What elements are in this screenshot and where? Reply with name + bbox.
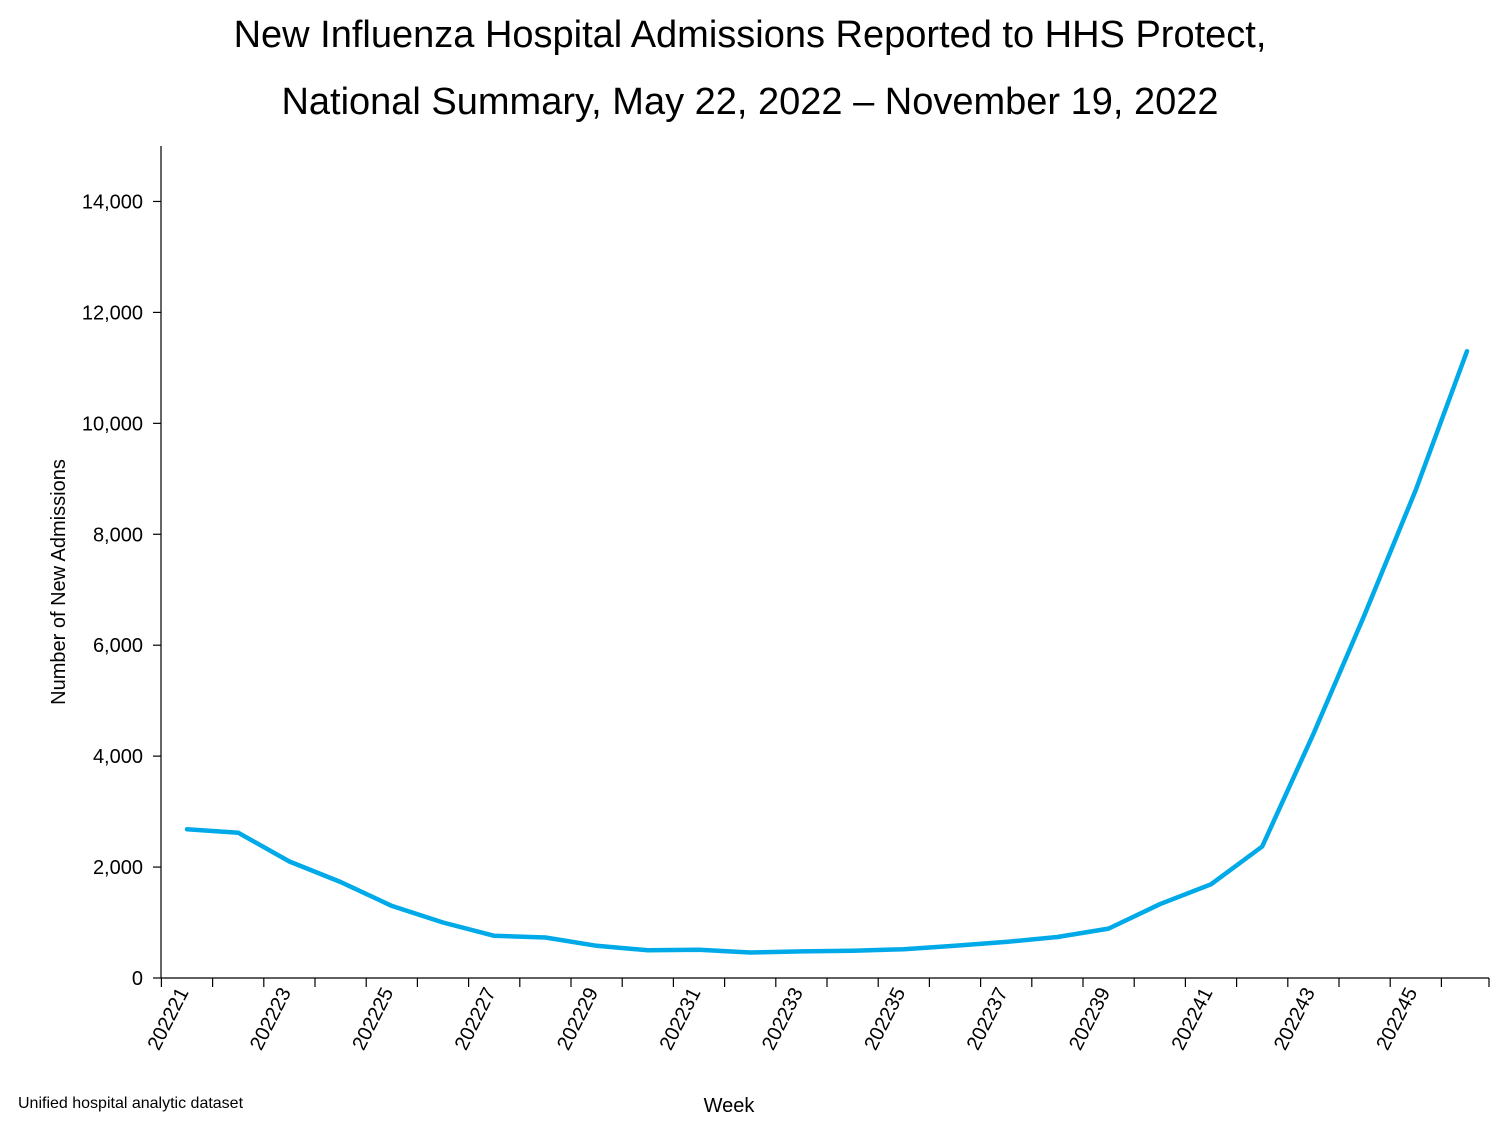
y-tick-label: 8,000: [93, 524, 143, 546]
x-tick-label: 202227: [451, 984, 501, 1053]
x-tick-label: 202241: [1168, 984, 1218, 1053]
y-tick-label: 14,000: [82, 191, 143, 213]
y-tick-label: 2,000: [93, 857, 143, 879]
x-tick-label: 202225: [348, 984, 398, 1053]
x-axis-title: Week: [704, 1095, 756, 1117]
x-tick-label: 202221: [144, 984, 194, 1053]
chart-title-line-1: New Influenza Hospital Admissions Report…: [233, 14, 1267, 56]
x-tick-label: 202235: [860, 984, 910, 1053]
y-tick-label: 6,000: [93, 635, 143, 657]
x-tick-label: 202243: [1270, 984, 1320, 1053]
y-tick-label: 10,000: [82, 413, 143, 435]
series-line: [184, 348, 1470, 955]
source-footnote: Unified hospital analytic dataset: [18, 1095, 244, 1112]
y-axis-title: Number of New Admissions: [48, 459, 70, 705]
x-tick-label: 202237: [963, 984, 1013, 1053]
y-tick-label: 0: [132, 968, 143, 990]
x-tick-label: 202231: [656, 984, 706, 1053]
chart-title-line-2: National Summary, May 22, 2022 – Novembe…: [281, 81, 1219, 123]
x-tick-label: 202245: [1372, 984, 1422, 1053]
x-tick-label: 202223: [246, 984, 296, 1053]
x-tick-label: 202233: [758, 984, 808, 1053]
y-tick-label: 12,000: [82, 302, 143, 324]
x-tick-label: 202229: [553, 984, 603, 1053]
x-tick-label: 202239: [1065, 984, 1115, 1053]
y-tick-label: 4,000: [93, 746, 143, 768]
